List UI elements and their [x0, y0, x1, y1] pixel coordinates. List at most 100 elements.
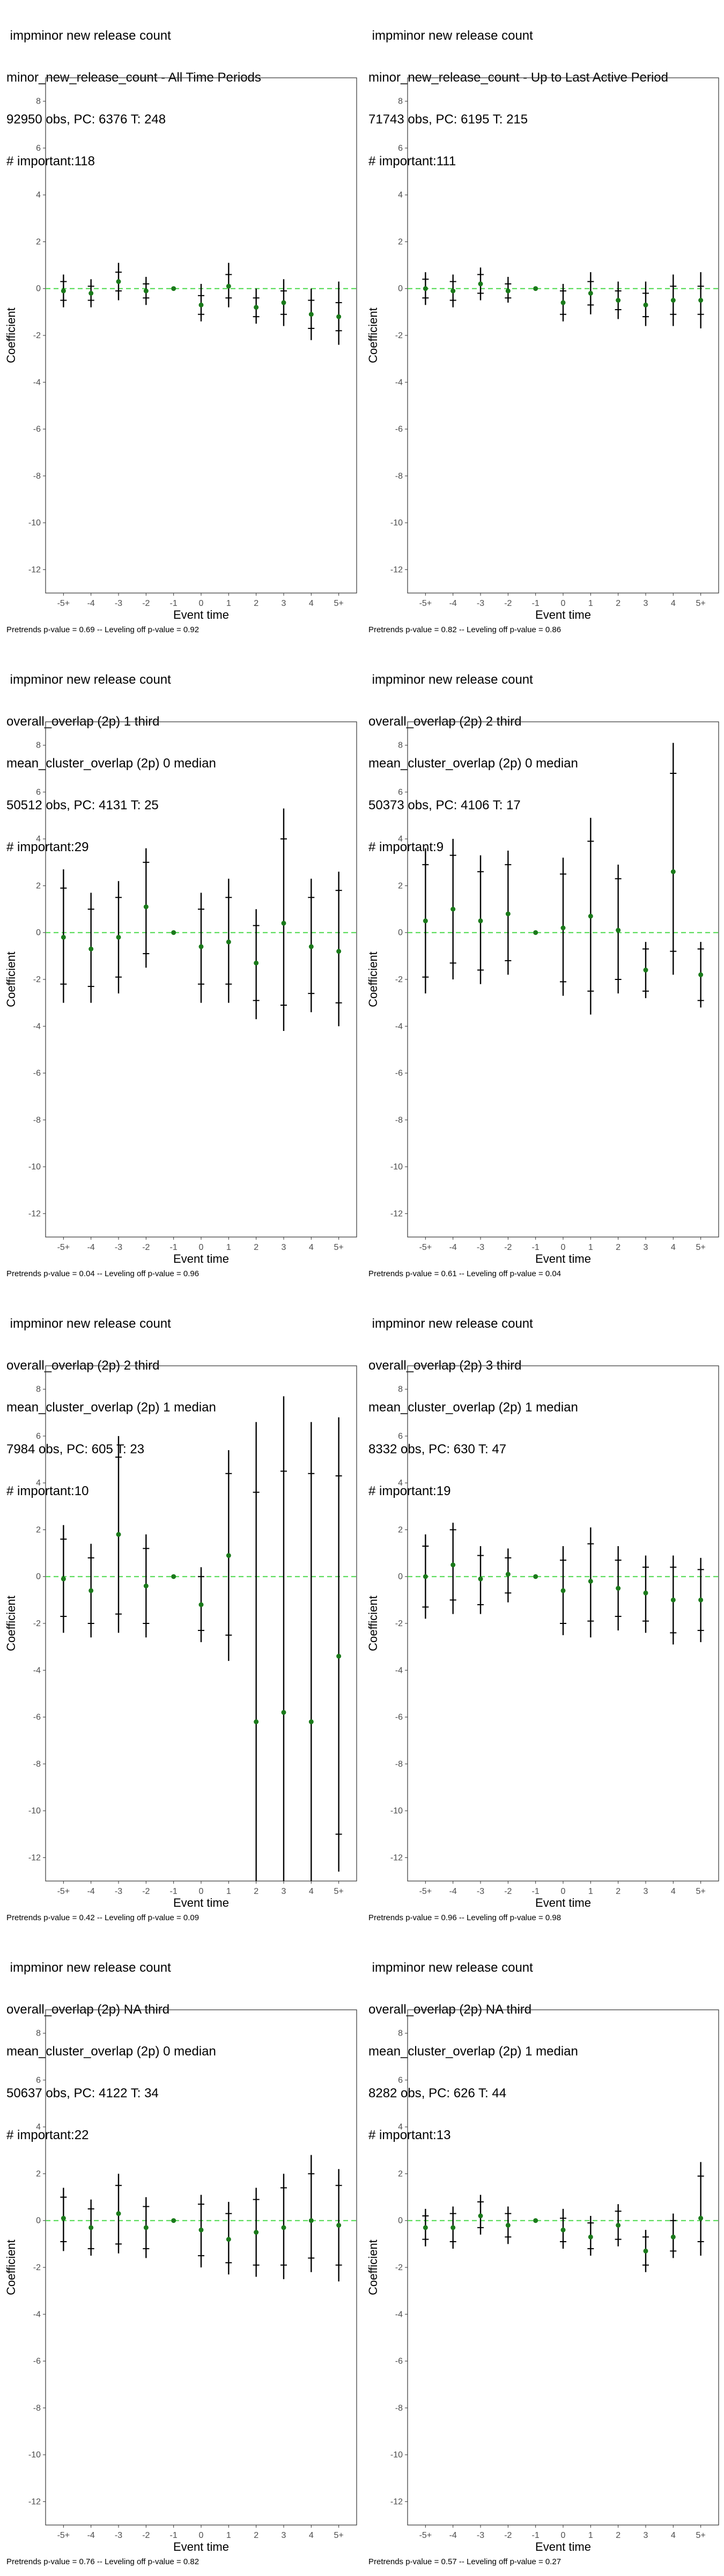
x-tick-label: 0: [199, 1887, 204, 1896]
data-point: [281, 920, 286, 926]
title-line: # important:9: [368, 840, 444, 854]
x-tick-label: 5+: [696, 2531, 706, 2540]
data-point: [698, 1597, 704, 1602]
chart-panel: impminor new release count minor_new_rel…: [362, 0, 724, 644]
title-line: 71743 obs, PC: 6195 T: 215: [368, 112, 528, 127]
x-tick-label: -1: [170, 1243, 178, 1252]
data-point: [198, 1602, 204, 1607]
y-tick-label: 4: [36, 1479, 41, 1488]
data-point: [308, 944, 314, 949]
footnote: Pretrends p-value = 0.96 -- Leveling off…: [368, 1913, 562, 1922]
x-tick-label: -5+: [57, 1243, 70, 1252]
x-tick-label: 0: [561, 599, 566, 608]
x-tick-label: -3: [115, 1887, 122, 1896]
data-point: [505, 1571, 511, 1577]
y-tick-label: -2: [395, 975, 403, 984]
data-point: [643, 1590, 648, 1596]
data-point: [505, 288, 511, 294]
y-tick-label: 0: [36, 928, 41, 938]
data-point: [254, 305, 259, 310]
x-tick-label: 2: [616, 2531, 620, 2540]
x-tick-label: -2: [142, 599, 150, 608]
y-tick-label: -2: [395, 1619, 403, 1628]
y-tick-label: 2: [398, 881, 403, 890]
x-tick-label: -4: [449, 599, 457, 608]
x-tick-label: -2: [504, 1887, 512, 1896]
chart-title: impminor new release count overall_overl…: [368, 1289, 578, 1526]
data-point: [226, 939, 231, 945]
data-point: [61, 2215, 66, 2221]
y-tick-label: -8: [33, 1760, 41, 1769]
data-point: [533, 1574, 538, 1579]
chart-panel: impminor new release count minor_new_rel…: [0, 0, 362, 644]
x-tick-label: 1: [226, 1243, 231, 1252]
x-tick-label: -1: [170, 1887, 178, 1896]
data-point: [560, 300, 566, 305]
data-point: [643, 2248, 648, 2253]
data-point: [588, 1578, 593, 1584]
data-point: [143, 904, 149, 910]
y-tick-label: -12: [390, 2497, 403, 2506]
x-tick-label: -1: [170, 2531, 178, 2540]
y-tick-label: 2: [398, 237, 403, 246]
x-tick-label: -3: [115, 1243, 122, 1252]
title-line: 8332 obs, PC: 630 T: 47: [368, 1442, 507, 1457]
footnote: Pretrends p-value = 0.42 -- Leveling off…: [6, 1913, 200, 1922]
y-tick-label: -2: [33, 2263, 41, 2272]
x-tick-label: -4: [449, 1243, 457, 1252]
y-tick-label: -6: [33, 425, 41, 434]
y-tick-label: -12: [390, 1853, 403, 1862]
y-tick-label: -6: [33, 1069, 41, 1078]
x-tick-label: 4: [309, 1243, 314, 1252]
chart-panel: impminor new release count overall_overl…: [0, 1932, 362, 2576]
y-tick-label: -12: [28, 1853, 41, 1862]
data-point: [643, 302, 648, 308]
y-tick-label: 8: [398, 97, 403, 106]
data-point: [698, 298, 704, 303]
y-tick-label: -10: [390, 518, 403, 528]
x-tick-label: 0: [561, 2531, 566, 2540]
x-tick-label: 2: [254, 599, 258, 608]
y-axis-title: Coefficient: [4, 2240, 18, 2295]
y-tick-label: -10: [28, 1162, 41, 1172]
title-line: # important:29: [6, 840, 89, 854]
data-point: [505, 911, 511, 917]
x-tick-label: -5+: [57, 2531, 70, 2540]
x-tick-label: 3: [282, 599, 286, 608]
x-tick-label: 0: [199, 599, 204, 608]
data-point: [670, 298, 676, 303]
y-tick-label: 6: [36, 788, 41, 797]
x-axis-title: Event time: [535, 608, 591, 621]
plot-border: [407, 2009, 719, 2526]
y-tick-label: -6: [395, 1069, 403, 1078]
x-tick-label: 1: [588, 599, 593, 608]
data-point: [616, 1586, 621, 1591]
data-point: [198, 302, 204, 308]
y-tick-label: 0: [398, 928, 403, 938]
data-point: [588, 913, 593, 919]
title-line: # important:111: [368, 154, 456, 169]
y-axis-title: Coefficient: [366, 1596, 380, 1651]
x-tick-label: -4: [87, 1887, 95, 1896]
x-tick-label: 3: [644, 599, 648, 608]
data-point: [560, 925, 566, 931]
data-point: [116, 2211, 121, 2216]
x-tick-label: 4: [671, 1887, 676, 1896]
data-point: [308, 2218, 314, 2223]
y-tick-label: -2: [395, 2263, 403, 2272]
y-tick-label: -10: [28, 518, 41, 528]
y-tick-label: -10: [390, 2450, 403, 2460]
y-tick-label: -12: [390, 565, 403, 574]
x-tick-label: 5+: [334, 2531, 344, 2540]
chart-panel: impminor new release count overall_overl…: [362, 1932, 724, 2576]
data-point: [336, 1653, 342, 1659]
chart-panel: impminor new release count overall_overl…: [362, 1288, 724, 1932]
x-tick-label: -1: [532, 1243, 540, 1252]
x-tick-label: 0: [199, 2531, 204, 2540]
y-tick-label: 0: [398, 284, 403, 294]
y-tick-label: -4: [33, 378, 41, 387]
y-tick-label: 8: [398, 1385, 403, 1394]
data-point: [450, 1562, 456, 1568]
x-tick-label: 5+: [696, 599, 706, 608]
